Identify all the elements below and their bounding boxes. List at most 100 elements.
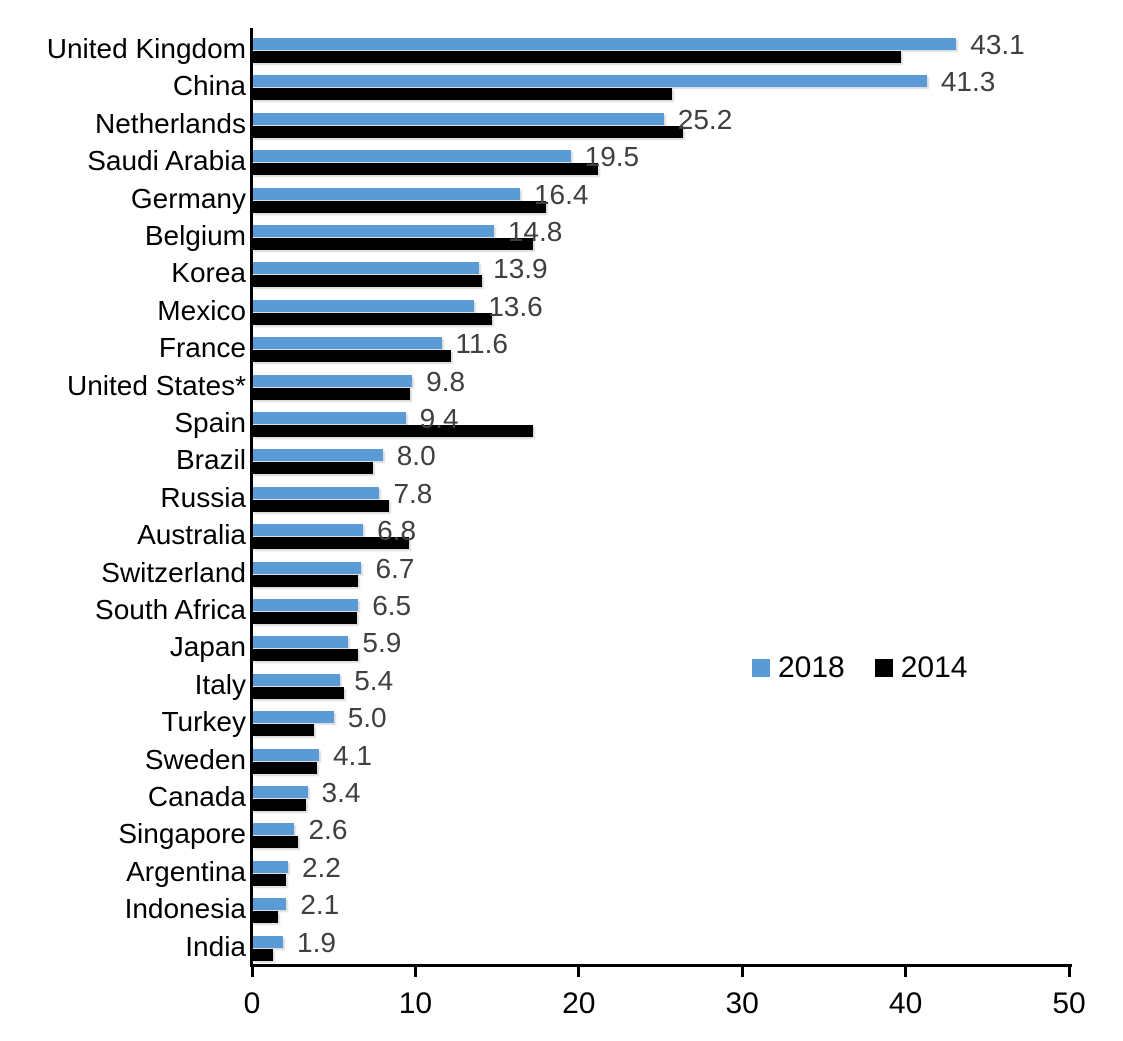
bar-2014 bbox=[252, 163, 599, 176]
value-label: 9.8 bbox=[426, 365, 466, 397]
category-label: France bbox=[158, 332, 246, 364]
legend-label-2018: 2018 bbox=[778, 651, 845, 684]
value-label: 5.9 bbox=[362, 627, 402, 659]
bar-2014 bbox=[252, 649, 359, 662]
category-label: Indonesia bbox=[124, 893, 246, 925]
bar-2018 bbox=[252, 374, 413, 387]
value-label: 25.2 bbox=[677, 103, 733, 135]
value-label: 19.5 bbox=[584, 141, 640, 173]
bar-2014 bbox=[252, 425, 534, 437]
value-label: 2.1 bbox=[300, 889, 340, 921]
value-label: 9.4 bbox=[419, 403, 459, 434]
x-tick bbox=[1067, 965, 1071, 977]
value-label: 5.0 bbox=[347, 702, 387, 734]
legend-item-2018: 2018 bbox=[752, 653, 845, 683]
category-label: Singapore bbox=[118, 818, 246, 850]
category-label: Russia bbox=[160, 481, 246, 513]
bar-2014 bbox=[252, 612, 357, 624]
bar-2014 bbox=[252, 275, 483, 288]
bar-2014 bbox=[252, 836, 298, 849]
x-axis-line bbox=[250, 964, 1072, 967]
bar-2018 bbox=[252, 225, 494, 237]
bar-2018 bbox=[252, 150, 571, 163]
value-label: 13.9 bbox=[493, 253, 548, 285]
bar-2018 bbox=[252, 412, 406, 424]
bar-2014 bbox=[252, 724, 315, 737]
x-tick-label: 50 bbox=[1052, 987, 1086, 1020]
category-label: Italy bbox=[194, 668, 246, 700]
bar-2014 bbox=[252, 200, 547, 213]
category-label: Germany bbox=[130, 182, 246, 214]
bar-2018 bbox=[252, 262, 480, 275]
category-label: India bbox=[185, 930, 246, 962]
value-label: 3.4 bbox=[321, 777, 361, 808]
bar-2014 bbox=[252, 948, 274, 961]
x-tick-label: 0 bbox=[243, 987, 261, 1020]
x-tick-label: 10 bbox=[398, 987, 433, 1020]
value-label: 4.1 bbox=[332, 739, 372, 771]
value-label: 43.1 bbox=[970, 29, 1025, 60]
category-label: United States* bbox=[67, 369, 246, 401]
bar-2014 bbox=[252, 88, 672, 101]
category-label: Canada bbox=[147, 781, 246, 812]
value-label: 6.5 bbox=[372, 590, 412, 621]
x-tick bbox=[904, 965, 908, 977]
bar-2018 bbox=[252, 860, 288, 873]
legend-swatch-2014-icon bbox=[874, 659, 893, 677]
bar-2018 bbox=[252, 337, 442, 350]
bar-2014 bbox=[252, 51, 901, 63]
bar-2018 bbox=[252, 636, 349, 649]
bar-2014 bbox=[252, 911, 279, 924]
category-label: South Africa bbox=[95, 594, 246, 625]
bar-2018 bbox=[252, 711, 334, 724]
y-axis-line bbox=[250, 28, 253, 967]
legend-item-2014: 2014 bbox=[874, 653, 968, 683]
value-label: 41.3 bbox=[940, 66, 996, 98]
category-label: United Kingdom bbox=[46, 33, 246, 64]
bar-2014 bbox=[252, 873, 287, 886]
x-tick-label: 20 bbox=[562, 987, 596, 1020]
bar-2018 bbox=[252, 38, 957, 50]
bar-2014 bbox=[252, 761, 318, 774]
value-label: 6.8 bbox=[377, 515, 417, 547]
value-label: 5.4 bbox=[354, 664, 394, 696]
bar-2018 bbox=[252, 786, 308, 798]
bar-2014 bbox=[252, 350, 452, 363]
bar-2018 bbox=[252, 299, 475, 312]
bar-2014 bbox=[252, 499, 390, 512]
bar-2018 bbox=[252, 823, 295, 836]
value-label: 13.6 bbox=[488, 290, 543, 322]
category-label: Australia bbox=[137, 519, 246, 551]
category-label: Netherlands bbox=[95, 107, 246, 139]
category-label: Turkey bbox=[161, 706, 246, 738]
bar-2018 bbox=[252, 748, 319, 761]
category-label: Spain bbox=[174, 407, 246, 438]
bar-2018 bbox=[252, 673, 341, 686]
x-tick bbox=[577, 965, 581, 977]
bar-2018 bbox=[252, 561, 362, 574]
x-tick-label: 30 bbox=[725, 987, 759, 1020]
bar-2014 bbox=[252, 462, 373, 475]
value-label: 6.7 bbox=[375, 552, 415, 584]
bar-2018 bbox=[252, 935, 284, 948]
legend: 2018 2014 bbox=[752, 653, 968, 683]
x-tick bbox=[413, 965, 417, 977]
bar-2018 bbox=[252, 524, 364, 537]
category-label: Saudi Arabia bbox=[87, 145, 246, 177]
x-tick bbox=[250, 965, 254, 977]
value-label: 2.2 bbox=[301, 851, 341, 883]
value-label: 7.8 bbox=[393, 477, 433, 509]
bar-2018 bbox=[252, 898, 287, 911]
bar-2018 bbox=[252, 112, 664, 125]
value-label: 16.4 bbox=[533, 178, 589, 210]
legend-swatch-2018-icon bbox=[752, 659, 770, 677]
category-label: Mexico bbox=[157, 294, 246, 326]
category-label: Belgium bbox=[144, 220, 246, 251]
category-label: Switzerland bbox=[101, 556, 246, 588]
category-label: Japan bbox=[169, 631, 246, 663]
bar-2014 bbox=[252, 686, 344, 699]
bar-2014 bbox=[252, 574, 359, 587]
value-label: 8.0 bbox=[396, 440, 436, 472]
bar-2018 bbox=[252, 449, 383, 462]
